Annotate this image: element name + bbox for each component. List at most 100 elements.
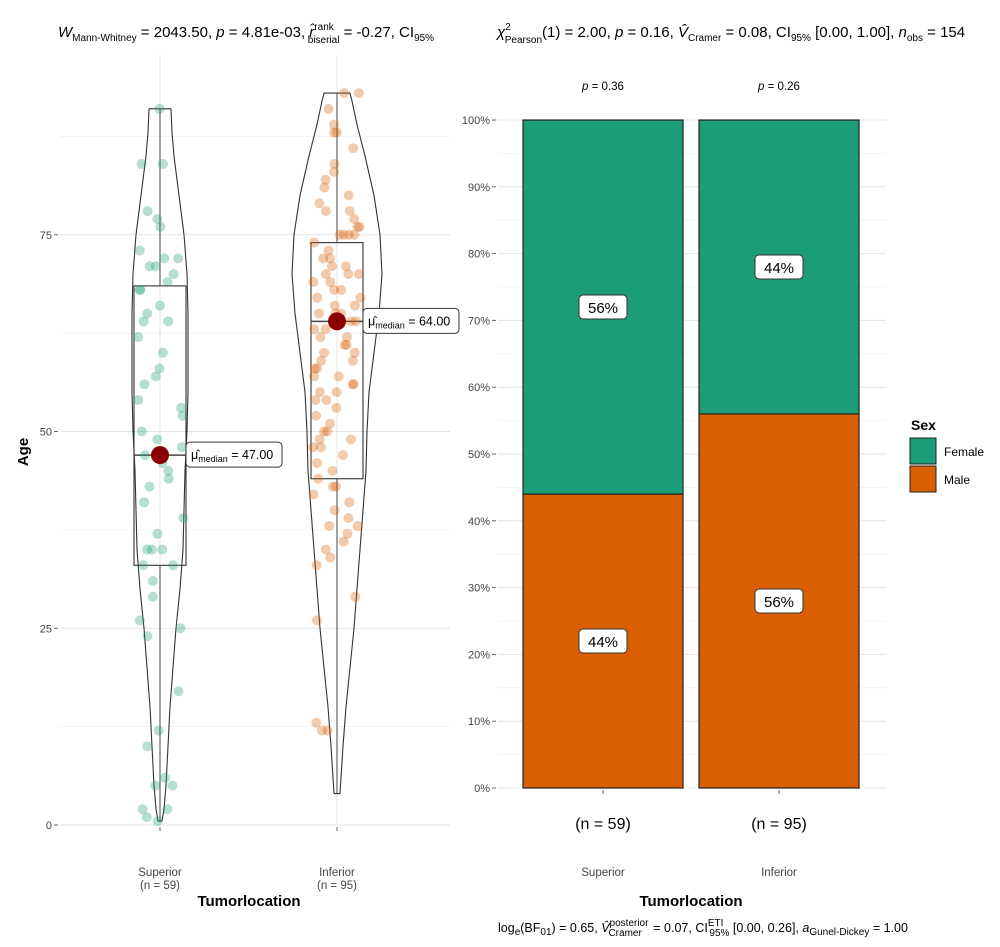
data-point — [329, 119, 340, 130]
data-point — [150, 261, 161, 272]
data-point — [309, 363, 320, 374]
x-tick-label: Superior — [138, 867, 182, 879]
bar-data-label: 56% — [764, 594, 794, 611]
stacked-bar-panel: χ2 Pearson(1) = 2.00, p = 0.16, V̂Cramer … — [462, 22, 984, 939]
data-point — [319, 182, 330, 193]
data-point — [152, 528, 163, 539]
data-point — [159, 772, 170, 783]
data-point — [320, 269, 331, 280]
violin-plot-area: μ̂median = 47.00 μ̂median = 64.00 — [131, 88, 460, 827]
data-point — [327, 481, 338, 492]
data-point — [163, 316, 174, 327]
data-point — [337, 450, 348, 461]
data-point — [163, 465, 174, 476]
data-point — [315, 332, 326, 343]
data-point — [309, 371, 320, 382]
data-point — [157, 544, 168, 555]
data-point — [141, 812, 152, 823]
violin-inferior — [291, 92, 383, 795]
data-point — [344, 497, 355, 508]
data-point — [150, 371, 161, 382]
data-point — [162, 276, 173, 287]
data-point — [348, 379, 359, 390]
data-point — [324, 520, 335, 531]
data-point — [314, 308, 325, 319]
x-tick-count: (n = 95) — [317, 880, 357, 892]
data-point — [133, 395, 144, 406]
data-point — [308, 442, 319, 453]
data-point — [313, 473, 324, 484]
data-point — [345, 434, 356, 445]
data-point — [320, 206, 331, 217]
data-point — [310, 395, 321, 406]
data-point — [168, 269, 179, 280]
data-point — [347, 355, 358, 366]
data-point — [135, 284, 146, 295]
data-point — [176, 442, 187, 453]
data-point — [134, 245, 145, 256]
y-tick-label: 50% — [468, 449, 490, 461]
y-tick-label: 75 — [40, 230, 52, 242]
data-point — [316, 355, 327, 366]
violin-gridlines — [60, 55, 450, 826]
bar-x-ticks: Superior Inferior — [581, 790, 797, 879]
data-point — [146, 544, 157, 555]
data-point — [349, 214, 360, 225]
data-point — [347, 379, 358, 390]
data-point — [320, 544, 331, 555]
data-point — [334, 229, 345, 240]
median-label: μ̂median = 64.00 — [368, 314, 450, 330]
data-point — [173, 253, 184, 264]
violin-subtitle: WMann-Whitney = 2043.50, p = 4.81e-03, r… — [58, 22, 434, 46]
bar-label-box — [754, 254, 804, 280]
data-point — [163, 473, 174, 484]
data-point — [142, 631, 153, 642]
data-point — [344, 206, 355, 217]
bar-p-value: p = 0.26 — [757, 81, 800, 93]
data-point — [142, 741, 153, 752]
data-point — [346, 316, 357, 327]
y-tick-label: 40% — [468, 516, 490, 528]
x-tick-count: (n = 59) — [140, 880, 180, 892]
data-point — [142, 206, 153, 217]
data-point — [177, 410, 188, 421]
bar-label-box — [578, 294, 628, 320]
data-point — [139, 379, 150, 390]
bar-label-box — [578, 628, 628, 654]
data-point — [343, 229, 354, 240]
data-point — [329, 505, 340, 516]
data-point — [175, 623, 186, 634]
violin-x-axis-label: Tumorlocation — [197, 893, 300, 910]
data-point — [329, 166, 340, 177]
data-point — [352, 221, 363, 232]
x-tick-label: Inferior — [319, 867, 355, 879]
data-point — [311, 560, 322, 571]
bar-p-value: p = 0.36 — [581, 81, 624, 93]
y-tick-label: 100% — [462, 115, 490, 127]
data-point — [322, 725, 333, 736]
data-point — [343, 269, 354, 280]
bar-count-label: (n = 95) — [751, 816, 807, 833]
bar-count-label: (n = 59) — [575, 816, 631, 833]
data-point — [309, 237, 320, 248]
data-point — [340, 261, 351, 272]
median-dot — [151, 446, 169, 465]
data-point — [341, 339, 352, 350]
data-point — [320, 324, 331, 335]
data-point — [176, 402, 187, 413]
data-point — [329, 127, 340, 138]
data-point — [144, 261, 155, 272]
data-point — [178, 513, 189, 524]
data-point — [162, 804, 173, 815]
y-tick-label: 80% — [468, 249, 490, 261]
data-point — [153, 725, 164, 736]
data-point — [311, 615, 322, 626]
violin-y-axis-label: Age — [15, 438, 32, 466]
data-point — [142, 308, 153, 319]
data-point — [351, 316, 362, 327]
bar-x-axis-label: Tumorlocation — [639, 893, 742, 910]
data-point — [321, 395, 332, 406]
data-point — [147, 576, 158, 587]
data-point — [349, 347, 360, 358]
